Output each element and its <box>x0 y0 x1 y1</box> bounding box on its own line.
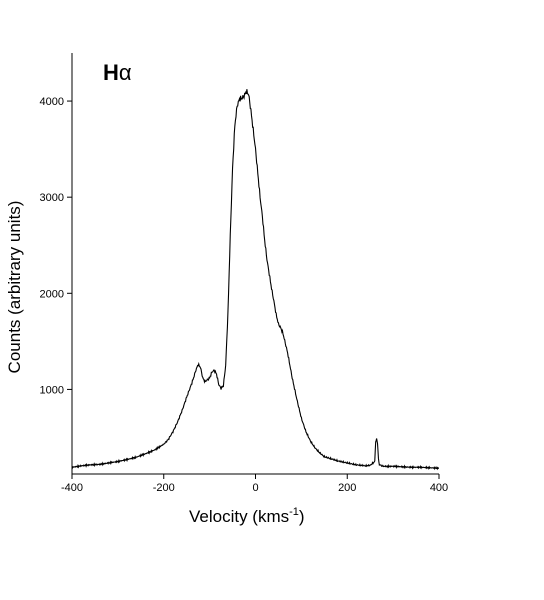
x-axis-title-main: Velocity (kms <box>189 507 289 526</box>
panel-label-greek: α <box>119 60 132 85</box>
x-ticks: -400 -200 0 200 400 <box>61 474 448 494</box>
x-tick-label: -400 <box>61 482 83 494</box>
y-axis-title: Counts (arbitrary units) <box>5 201 24 374</box>
x-tick-label: -200 <box>153 482 175 494</box>
x-axis-title-sup: -1 <box>289 506 299 518</box>
x-axis-title: Velocity (kms-1) <box>189 506 305 526</box>
y-tick-label: 1000 <box>40 384 64 396</box>
series-line <box>71 89 440 471</box>
axes <box>71 53 439 475</box>
y-tick-label: 3000 <box>40 192 64 204</box>
panel-label-letter: H <box>103 60 119 85</box>
panel-label: Hα <box>103 60 132 85</box>
x-tick-label: 400 <box>430 482 448 494</box>
x-axis-title-close: ) <box>299 507 305 526</box>
y-tick-label: 2000 <box>40 288 64 300</box>
y-ticks: 1000 2000 3000 4000 <box>40 96 72 396</box>
y-tick-label: 4000 <box>40 96 64 108</box>
x-tick-label: 200 <box>338 482 356 494</box>
x-tick-label: 0 <box>252 482 258 494</box>
